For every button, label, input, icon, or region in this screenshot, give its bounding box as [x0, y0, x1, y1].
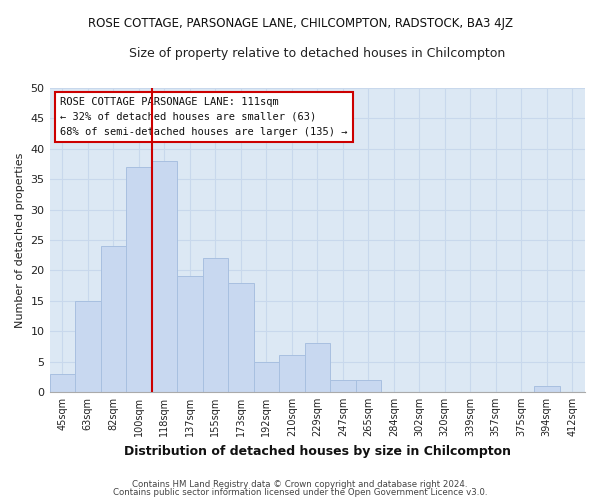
- Bar: [126, 167, 152, 392]
- Text: Contains HM Land Registry data © Crown copyright and database right 2024.: Contains HM Land Registry data © Crown c…: [132, 480, 468, 489]
- Text: Contains public sector information licensed under the Open Government Licence v3: Contains public sector information licen…: [113, 488, 487, 497]
- Text: ROSE COTTAGE, PARSONAGE LANE, CHILCOMPTON, RADSTOCK, BA3 4JZ: ROSE COTTAGE, PARSONAGE LANE, CHILCOMPTO…: [88, 18, 512, 30]
- Title: Size of property relative to detached houses in Chilcompton: Size of property relative to detached ho…: [129, 48, 505, 60]
- Bar: [203, 258, 228, 392]
- Bar: [75, 301, 101, 392]
- Y-axis label: Number of detached properties: Number of detached properties: [15, 152, 25, 328]
- Bar: [101, 246, 126, 392]
- Bar: [330, 380, 356, 392]
- Bar: [152, 161, 177, 392]
- X-axis label: Distribution of detached houses by size in Chilcompton: Distribution of detached houses by size …: [124, 444, 511, 458]
- Bar: [228, 282, 254, 392]
- Bar: [50, 374, 75, 392]
- Bar: [279, 356, 305, 392]
- Bar: [177, 276, 203, 392]
- Bar: [305, 344, 330, 392]
- Bar: [356, 380, 381, 392]
- Bar: [254, 362, 279, 392]
- Bar: [534, 386, 560, 392]
- Text: ROSE COTTAGE PARSONAGE LANE: 111sqm
← 32% of detached houses are smaller (63)
68: ROSE COTTAGE PARSONAGE LANE: 111sqm ← 32…: [60, 97, 348, 137]
